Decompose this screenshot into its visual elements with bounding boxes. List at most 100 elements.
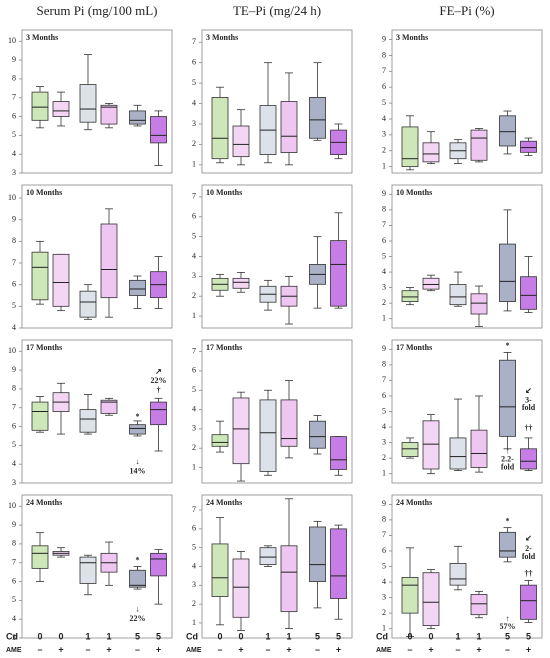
x-tick-label: 1 (286, 631, 291, 641)
y-tick-label: 5 (192, 231, 196, 240)
x-tick-label: 5 (505, 631, 510, 641)
annotation: ↗ (155, 367, 162, 376)
y-tick-label: 6 (382, 82, 386, 91)
y-tick-label: 2 (192, 291, 196, 300)
box (129, 569, 146, 588)
box (422, 277, 440, 290)
x-axis-label: Cd (186, 631, 198, 641)
box (499, 531, 516, 558)
x-tick-label: + (476, 644, 481, 654)
y-tick-label: 9 (12, 214, 16, 223)
column-header: Serum Pi (mg/100 mL) (37, 3, 158, 18)
y-tick-label: 3 (192, 424, 196, 433)
box (280, 399, 298, 447)
y-tick-label: 3 (382, 437, 386, 446)
x-tick-label: + (428, 644, 433, 654)
x-tick-label: 5 (156, 631, 161, 641)
x-tick-label: + (238, 644, 243, 654)
y-tick-label: 7 (12, 258, 16, 267)
annotation: ↑ (506, 614, 510, 623)
box (31, 401, 49, 431)
box (129, 424, 146, 435)
panel-title: 3 Months (26, 33, 58, 42)
y-tick-label: 10 (8, 193, 16, 202)
y-tick-label: 5 (382, 98, 386, 107)
box (31, 91, 49, 121)
y-tick-label: 8 (12, 236, 16, 245)
annotation: fold (522, 403, 536, 412)
y-tick-label: 6 (192, 212, 196, 221)
box (330, 528, 347, 599)
box (280, 101, 298, 153)
box (31, 251, 49, 301)
x-tick-label: – (217, 644, 222, 654)
y-tick-label: 6 (12, 111, 16, 120)
y-tick-label: 8 (12, 384, 16, 393)
x-tick-label: 5 (135, 631, 140, 641)
y-tick-label: 2 (192, 599, 196, 608)
y-tick-label: 5 (192, 385, 196, 394)
y-tick-label: 4 (12, 323, 16, 332)
panel-title: 3 Months (396, 33, 428, 42)
y-tick-label: 6 (192, 524, 196, 533)
y-tick-label: 2 (382, 453, 386, 462)
x-tick-label: 5 (336, 631, 341, 641)
y-tick-label: 6 (382, 236, 386, 245)
annotation: † (157, 386, 161, 395)
y-tick-label: 7 (192, 192, 196, 201)
box (401, 442, 419, 457)
y-tick-label: 8 (382, 50, 386, 59)
y-tick-label: 6 (12, 279, 16, 288)
box (100, 104, 118, 125)
annotation: ↙ (525, 533, 532, 542)
y-tick-label: 10 (8, 501, 16, 510)
annotation: 2.2- (501, 455, 514, 464)
y-tick-label: 2 (382, 146, 386, 155)
x-tick-label: 0 (217, 631, 222, 641)
box (309, 420, 326, 449)
y-tick-label: 1 (192, 462, 196, 471)
y-tick-label: 9 (12, 520, 16, 529)
box (79, 84, 97, 123)
box (499, 243, 516, 302)
y-tick-label: 7 (192, 346, 196, 355)
annotation: ↑ (506, 447, 510, 456)
y-tick-label: 1 (382, 161, 386, 170)
y-tick-label: 8 (12, 539, 16, 548)
box (499, 359, 516, 437)
y-tick-label: 3 (192, 271, 196, 280)
y-tick-label: 3 (192, 119, 196, 128)
panel-title: 10 Months (26, 188, 62, 197)
y-tick-label: 5 (382, 561, 386, 570)
y-tick-label: 7 (192, 37, 196, 46)
y-tick-label: 9 (382, 189, 386, 198)
y-tick-label: 6 (12, 576, 16, 585)
y-tick-label: 1 (382, 314, 386, 323)
box (470, 594, 488, 616)
box (470, 293, 488, 315)
annotation: 14% (130, 467, 146, 476)
x-tick-label: 1 (476, 631, 481, 641)
x-tick-label: + (156, 644, 161, 654)
y-tick-label: 7 (382, 66, 386, 75)
x-tick-label: 1 (85, 631, 90, 641)
x-axis-label: AME (6, 647, 22, 654)
y-tick-label: 1 (382, 624, 386, 633)
y-tick-label: 5 (382, 406, 386, 415)
x-tick-label: + (526, 644, 531, 654)
x-tick-label: + (336, 644, 341, 654)
y-tick-label: 9 (382, 344, 386, 353)
x-tick-label: 1 (265, 631, 270, 641)
box (499, 115, 516, 147)
annotation: fold (501, 462, 515, 471)
panel-title: 10 Months (206, 188, 242, 197)
panel-title: 24 Months (206, 498, 242, 507)
y-tick-label: 5 (12, 301, 16, 310)
panel-title: 10 Months (396, 188, 432, 197)
y-tick-label: 3 (192, 580, 196, 589)
box (129, 110, 146, 125)
y-tick-label: 5 (12, 440, 16, 449)
y-tick-label: 6 (382, 546, 386, 555)
box (520, 448, 537, 470)
box (422, 420, 440, 470)
